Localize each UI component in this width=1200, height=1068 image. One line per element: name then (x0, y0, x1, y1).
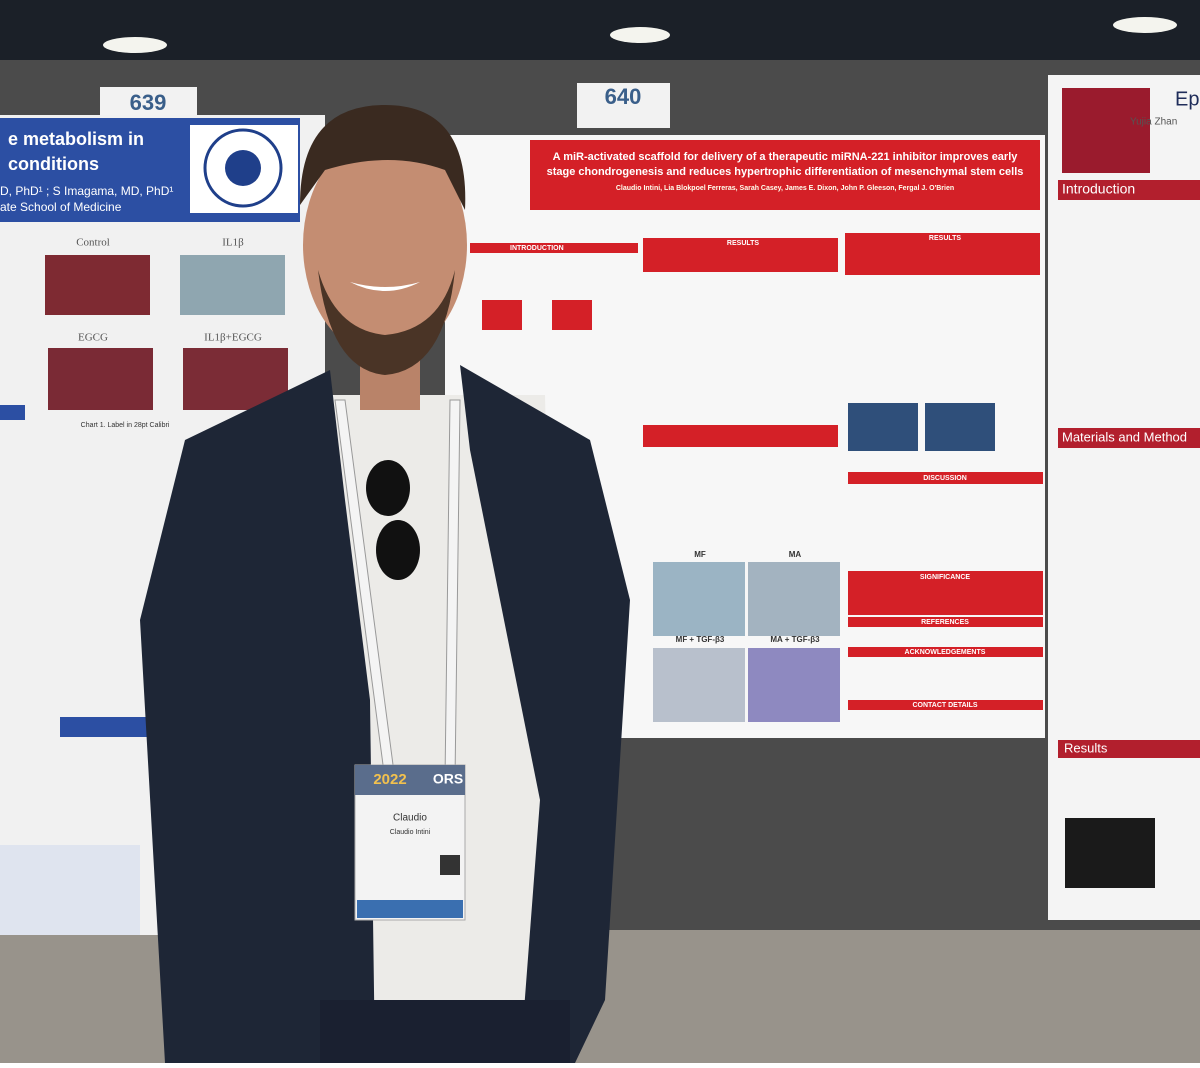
poster-author: Yujia Zhan (1130, 117, 1177, 128)
poster-title: Ep (1175, 88, 1199, 110)
section-bar (848, 700, 1043, 710)
section-heading: RESULTS (929, 235, 961, 242)
microscopy-image (748, 562, 840, 636)
badge-full-name: Claudio Intini (390, 829, 431, 836)
panel-label: EGCG (78, 332, 108, 344)
logo (1062, 88, 1150, 173)
sunglasses (366, 460, 410, 516)
microscopy-image (748, 648, 840, 722)
section-bar (1058, 428, 1200, 448)
section-bar (470, 243, 638, 253)
section-bar (643, 238, 838, 272)
poster-authors: D, PhD¹ ; S Imagama, MD, PhD¹ (0, 184, 173, 198)
poster-school: ate School of Medicine (0, 200, 122, 214)
section-bar (848, 472, 1043, 484)
booth-number: 640 (605, 84, 642, 109)
chart-caption: Chart 1. Label in 28pt Calibri (81, 422, 170, 429)
badge-year: 2022 (373, 771, 406, 788)
histology-image (48, 348, 153, 410)
section-heading: DISCUSSION (923, 475, 967, 482)
section-heading: INTRODUCTION (510, 245, 564, 252)
image-label: MF + TGF-β3 (676, 635, 725, 644)
image-label: MF (694, 550, 706, 559)
section-bar (848, 571, 1043, 615)
panel-label: IL1β (222, 237, 244, 249)
section-bar (1058, 180, 1200, 200)
section-bar (848, 647, 1043, 657)
smile (350, 282, 420, 291)
poster-title: stage chondrogenesis and reduces hypertr… (547, 166, 1024, 178)
ceiling (0, 0, 1200, 70)
hair (300, 105, 466, 210)
microscopy-image (1065, 818, 1155, 888)
microscopy-image (653, 648, 745, 722)
logo (225, 150, 261, 186)
poster-title: e metabolism in (8, 129, 144, 149)
blot-image (848, 403, 918, 451)
cell-illustration (482, 300, 522, 330)
trousers (320, 1000, 570, 1063)
badge-org: ORS (433, 771, 463, 787)
histology-image (180, 255, 285, 315)
image-label: MA + TGF-β3 (770, 635, 820, 644)
booth-sign (100, 87, 197, 119)
section-heading: SIGNIFICANCE (920, 574, 971, 581)
section-bar (643, 425, 838, 447)
section-heading: REFERENCES (921, 619, 969, 626)
jacket (460, 365, 630, 1063)
light (610, 27, 670, 43)
sunglasses (376, 520, 420, 580)
panel-label: Control (76, 237, 110, 249)
poster-title: A miR-activated scaffold for delivery of… (553, 151, 1019, 163)
poster-title: conditions (8, 154, 99, 174)
section-heading: CONTACT DETAILS (912, 702, 977, 709)
section-bar (845, 233, 1040, 275)
booth-sign (577, 83, 670, 128)
section-heading: RESULTS (727, 240, 759, 247)
panel-label: IL1β+EGCG (204, 332, 262, 344)
poster-header (530, 140, 1040, 210)
section-heading: Results (1064, 740, 1108, 755)
light (103, 37, 167, 53)
light (1113, 17, 1177, 33)
poster (1048, 75, 1200, 920)
qr-code (440, 855, 460, 875)
blot-image (925, 403, 995, 451)
section-bar (0, 405, 25, 420)
section-bar (1058, 740, 1200, 758)
badge-header (355, 765, 465, 795)
histology-image (45, 255, 150, 315)
section-heading: Introduction (1062, 181, 1135, 197)
section-heading: Materials and Method (1062, 429, 1187, 444)
microscopy-image (653, 562, 745, 636)
poster-authors: Claudio Intini, Lia Blokpoel Ferreras, S… (616, 185, 954, 192)
badge-first-name: Claudio (393, 813, 427, 824)
badge-footer (357, 900, 463, 918)
image-label: MA (789, 550, 802, 559)
booth-number: 639 (130, 90, 167, 115)
face (303, 133, 467, 357)
cell-illustration (552, 300, 592, 330)
beard (318, 270, 455, 375)
section-bar (60, 717, 150, 737)
poster-footer (0, 845, 140, 935)
section-heading: ACKNOWLEDGEMENTS (905, 649, 986, 656)
logo (203, 128, 283, 208)
jacket (140, 370, 375, 1063)
section-bar (848, 617, 1043, 627)
